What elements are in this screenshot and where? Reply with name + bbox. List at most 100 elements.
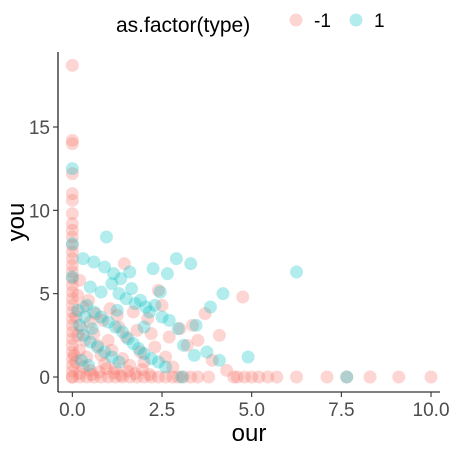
data-point-series-2 <box>90 340 104 354</box>
data-point-series-2 <box>137 320 151 334</box>
data-point-series-2 <box>85 322 99 336</box>
data-point-series-1 <box>114 368 128 382</box>
data-point-series-2 <box>144 352 158 366</box>
data-point-series-2 <box>123 265 137 279</box>
data-point-series-1 <box>71 328 85 342</box>
data-point-series-1 <box>73 367 87 381</box>
data-point-series-1 <box>65 332 79 346</box>
data-point-series-2 <box>98 260 112 274</box>
data-point-series-2 <box>153 285 167 299</box>
data-point-series-1 <box>180 338 194 352</box>
data-point-series-1 <box>65 258 79 272</box>
data-point-series-1 <box>87 370 101 384</box>
data-point-series-1 <box>83 315 97 329</box>
data-point-series-1 <box>261 370 275 384</box>
data-point-series-1 <box>205 353 219 367</box>
data-point-series-1 <box>80 350 94 364</box>
data-point-series-1 <box>162 330 176 344</box>
data-point-series-1 <box>107 366 121 380</box>
data-point-series-1 <box>65 207 79 221</box>
data-point-series-2 <box>212 353 226 367</box>
data-point-series-2 <box>125 282 139 296</box>
data-point-series-1 <box>87 327 101 341</box>
data-point-series-2 <box>137 347 151 361</box>
data-point-series-2 <box>132 342 146 356</box>
data-point-series-2 <box>114 272 128 286</box>
data-point-series-1 <box>65 364 79 378</box>
data-point-series-1 <box>65 230 79 244</box>
data-point-series-2 <box>110 303 124 317</box>
data-point-series-1 <box>65 193 79 207</box>
data-point-series-1 <box>65 358 79 372</box>
data-point-series-2 <box>101 315 115 329</box>
y-tick-label: 0 <box>39 368 50 389</box>
data-point-series-2 <box>134 293 147 307</box>
data-point-series-1 <box>65 318 79 332</box>
data-point-series-2 <box>87 305 101 319</box>
data-point-series-1 <box>148 340 162 354</box>
data-point-series-1 <box>220 363 234 377</box>
data-point-series-1 <box>81 293 95 307</box>
data-point-series-1 <box>73 273 87 287</box>
data-point-series-1 <box>137 370 151 384</box>
data-point-series-1 <box>65 252 79 266</box>
data-point-series-2 <box>87 255 101 269</box>
data-point-series-2 <box>290 265 304 279</box>
data-point-series-1 <box>340 370 354 384</box>
data-point-series-2 <box>107 267 121 281</box>
data-point-series-1 <box>94 348 108 362</box>
data-point-series-1 <box>65 167 79 181</box>
data-point-series-2 <box>76 328 90 342</box>
data-point-series-2 <box>142 305 156 319</box>
data-point-series-1 <box>126 305 140 319</box>
data-point-series-1 <box>65 272 79 286</box>
data-point-series-1 <box>65 352 79 366</box>
data-point-series-1 <box>65 245 79 259</box>
x-tick-label: 10.0 <box>413 400 450 421</box>
data-point-series-1 <box>112 320 126 334</box>
data-point-series-2 <box>203 300 217 314</box>
data-point-series-1 <box>191 333 205 347</box>
data-point-series-2 <box>139 300 153 314</box>
data-point-series-1 <box>134 345 147 359</box>
data-point-series-2 <box>160 267 174 281</box>
data-point-series-2 <box>65 162 79 176</box>
data-point-series-2 <box>71 303 85 317</box>
y-axis-title: you <box>3 203 30 242</box>
data-point-series-1 <box>171 370 185 384</box>
data-point-series-1 <box>236 290 250 304</box>
data-point-series-1 <box>65 298 79 312</box>
data-point-series-1 <box>99 362 113 376</box>
data-point-series-2 <box>112 355 126 369</box>
data-point-series-1 <box>76 360 90 374</box>
data-point-series-1 <box>65 278 79 292</box>
data-point-series-2 <box>65 270 79 284</box>
data-point-series-1 <box>71 288 85 302</box>
data-point-series-2 <box>83 280 97 294</box>
data-point-series-1 <box>65 305 79 319</box>
data-point-series-1 <box>130 323 144 337</box>
data-point-series-2 <box>94 285 108 299</box>
data-point-series-2 <box>78 310 92 324</box>
data-point-series-1 <box>184 370 198 384</box>
data-point-series-1 <box>65 338 79 352</box>
axes: 0.0 2.5 5.0 7.5 10.0 0 5 10 15 <box>29 52 450 421</box>
data-point-series-1 <box>119 330 133 344</box>
data-point-series-1 <box>69 355 83 369</box>
data-point-series-2 <box>76 252 90 266</box>
data-point-series-1 <box>212 328 226 342</box>
points-layer <box>65 58 438 384</box>
data-point-series-1 <box>141 312 155 326</box>
data-point-series-2 <box>151 355 165 369</box>
data-point-series-1 <box>80 370 94 384</box>
data-point-series-1 <box>151 370 165 384</box>
data-point-series-1 <box>123 370 137 384</box>
data-point-series-1 <box>159 370 173 384</box>
data-point-series-1 <box>116 352 130 366</box>
x-axis-title: our <box>232 420 267 447</box>
data-point-series-1 <box>89 307 103 321</box>
data-point-series-2 <box>116 325 130 339</box>
data-point-series-1 <box>230 370 244 384</box>
data-point-series-1 <box>130 370 144 384</box>
data-point-series-1 <box>238 370 252 384</box>
